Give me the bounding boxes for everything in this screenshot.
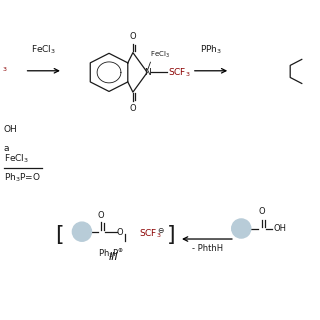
Text: $\ominus$: $\ominus$ [157, 226, 164, 235]
Text: OH: OH [273, 224, 286, 233]
Text: SCF$_3$: SCF$_3$ [139, 228, 162, 240]
Text: - PhthH: - PhthH [192, 244, 223, 253]
Text: FeCl$_3$: FeCl$_3$ [4, 152, 29, 165]
Text: $_3$: $_3$ [2, 65, 8, 74]
Text: FeCl$_3$: FeCl$_3$ [150, 50, 170, 60]
Circle shape [232, 219, 251, 238]
Text: a: a [4, 144, 9, 153]
Text: SCF$_3$: SCF$_3$ [168, 66, 191, 79]
Text: [: [ [55, 225, 64, 245]
Text: O: O [98, 211, 104, 220]
Circle shape [72, 222, 92, 241]
Text: N: N [144, 68, 151, 77]
Text: ]: ] [167, 225, 175, 245]
Text: O: O [130, 104, 136, 113]
Text: III: III [109, 252, 119, 262]
Text: O: O [259, 207, 265, 216]
Text: O: O [117, 228, 124, 236]
Text: FeCl$_3$: FeCl$_3$ [31, 44, 56, 56]
Text: O: O [130, 32, 136, 41]
Text: Ph$_3$P$^{\oplus}$: Ph$_3$P$^{\oplus}$ [98, 248, 124, 261]
Text: PPh$_3$: PPh$_3$ [200, 44, 222, 56]
Text: Ph$_3$P=O: Ph$_3$P=O [4, 171, 41, 184]
Text: OH: OH [4, 125, 18, 134]
